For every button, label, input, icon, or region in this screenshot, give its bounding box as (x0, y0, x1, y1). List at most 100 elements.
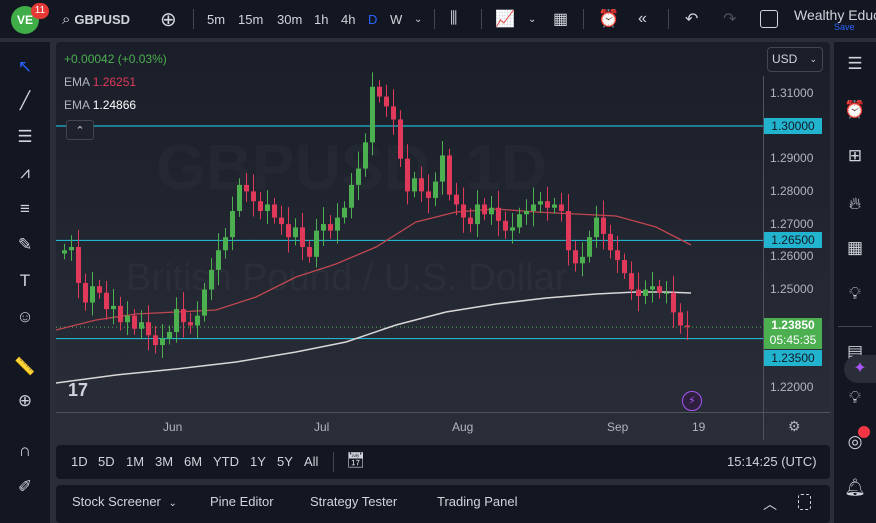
magnet-icon[interactable]: ∩ (18, 441, 32, 460)
drawing-toolbar: ↖ ╱ ☰ ⩘ ≡ ✎ T ☺ 📏 ⊕ ∩ ✐ (0, 42, 50, 523)
candle-body (111, 305, 116, 310)
price-tick: 1.22000 (770, 380, 814, 394)
ai-sparkle-icon[interactable]: ✦ (844, 355, 876, 383)
bell-icon[interactable]: 🔔︎ (844, 478, 866, 497)
interval-4h[interactable]: 4h (341, 11, 356, 27)
symbol-search[interactable]: ⌕ GBPUSD (62, 10, 131, 28)
calendar-icon[interactable]: ▦ (846, 238, 864, 257)
candle-body (356, 168, 361, 185)
candle-body (370, 86, 375, 143)
price-plot[interactable] (56, 42, 830, 440)
candle-body (608, 233, 613, 251)
candle-body (447, 155, 452, 195)
notification-badge: 11 (31, 3, 49, 19)
undo-icon[interactable]: ↶ (685, 11, 699, 28)
candle-body (566, 211, 571, 251)
range-3m[interactable]: 3M (155, 454, 174, 469)
chevron-down-icon[interactable]: ⌄ (414, 13, 423, 25)
save-button[interactable]: Save (834, 22, 855, 32)
candle-body (139, 322, 144, 329)
account-name[interactable]: Wealthy Educ (794, 7, 876, 23)
go-to-date-icon[interactable]: 📅︎ (346, 452, 366, 469)
emoji-icon[interactable]: ☺ (16, 307, 34, 326)
range-6m[interactable]: 6M (184, 454, 203, 469)
chart-pane[interactable]: GBPUSD, 1D British Pound / U.S. Dollar 1… (56, 42, 830, 440)
redo-icon[interactable]: ↷ (723, 11, 737, 28)
indicators-icon[interactable]: 📈 (495, 11, 515, 28)
candle-body (153, 335, 158, 346)
candle-body (643, 289, 648, 297)
lock-drawings-icon[interactable]: ✐ (17, 477, 33, 496)
candle-body (300, 227, 305, 247)
collapse-legend-button[interactable]: ⌃ (66, 120, 94, 140)
pattern-icon[interactable]: ⩘ (20, 163, 30, 182)
candle-body (636, 289, 641, 297)
candle-body (496, 207, 501, 221)
chevron-up-icon[interactable]: ︿ (763, 496, 777, 512)
clock-timezone[interactable]: 15:14:25 (UTC) (727, 454, 817, 469)
maximize-panel-icon[interactable] (798, 494, 811, 513)
time-label: 19 (692, 420, 706, 434)
cursor-icon[interactable]: ↖ (17, 57, 33, 76)
interval-5m[interactable]: 5m (207, 11, 226, 27)
current-price-tag: 1.23850 05:45:35 (764, 318, 822, 349)
range-all[interactable]: All (304, 454, 319, 469)
fullscreen-icon[interactable] (760, 0, 778, 38)
trendline-icon[interactable]: ╱ (19, 91, 31, 110)
tab-trading-panel[interactable]: Trading Panel (437, 494, 518, 509)
level-tag: 1.30000 (764, 118, 822, 134)
ema1-label: EMA (64, 75, 90, 89)
range-1d[interactable]: 1D (71, 454, 88, 469)
compare-add-icon[interactable]: ⊕ (160, 8, 177, 31)
text-icon[interactable]: T (19, 271, 31, 290)
lightning-event-icon[interactable]: ⚡︎ (682, 391, 702, 411)
candle-body (517, 214, 522, 228)
ruler-icon[interactable]: 📏 (14, 357, 36, 376)
interval-d[interactable]: D (368, 11, 378, 27)
price-tick: 1.27000 (770, 217, 814, 231)
candle-body (384, 96, 389, 107)
range-5d[interactable]: 5D (98, 454, 115, 469)
fib-icon[interactable]: ≡ (20, 199, 30, 218)
streams-icon[interactable]: 💡︎ (849, 388, 861, 407)
layout-grid-icon[interactable]: ▦ (553, 11, 569, 28)
candle-body (202, 289, 207, 316)
notification-dot (858, 426, 870, 438)
watchlist-icon[interactable]: ☰ (847, 54, 863, 73)
chevron-down-icon[interactable]: ⌄ (528, 13, 537, 25)
tab-pine-editor[interactable]: Pine Editor (210, 494, 274, 509)
candle-body (531, 204, 536, 212)
interval-1h[interactable]: 1h (314, 11, 329, 27)
alarm-icon[interactable]: ⏰ (844, 100, 866, 119)
add-list-icon[interactable]: ⊞ (847, 146, 863, 165)
range-1m[interactable]: 1M (126, 454, 145, 469)
hotlist-flame-icon[interactable]: 🔥︎ (848, 194, 862, 213)
replay-icon[interactable]: « (638, 10, 647, 27)
range-5y[interactable]: 5Y (277, 454, 293, 469)
zoom-in-icon[interactable]: ⊕ (17, 391, 33, 410)
candle-body (559, 204, 564, 212)
tab-strategy-tester[interactable]: Strategy Tester (310, 494, 398, 509)
candle-body (377, 86, 382, 97)
axis-settings-icon[interactable]: ⚙︎ (788, 418, 801, 434)
range-ytd[interactable]: YTD (213, 454, 239, 469)
candle-body (167, 332, 172, 339)
interval-30m[interactable]: 30m (277, 11, 303, 27)
candles-icon[interactable]: ⫼ (450, 10, 458, 27)
candle-body (244, 184, 249, 192)
interval-15m[interactable]: 15m (238, 11, 264, 27)
candle-body (251, 191, 256, 202)
tab-stock-screener[interactable]: Stock Screener ⌄ (72, 494, 177, 509)
candle-body (489, 207, 494, 215)
candle-body (657, 286, 662, 293)
level-tag: 1.26500 (764, 232, 822, 248)
range-1y[interactable]: 1Y (250, 454, 266, 469)
ideas-bulb-icon[interactable]: 💡︎ (849, 284, 861, 303)
top-toolbar: VE 11 ⌕ GBPUSD ⊕ 5m 15m 30m 1h 4h D W ⌄ ⫼… (0, 0, 876, 38)
interval-w[interactable]: W (390, 11, 403, 27)
brush-icon[interactable]: ✎ (17, 235, 33, 254)
broadcast-icon[interactable]: ◎ (847, 432, 863, 451)
currency-select[interactable]: USD ⌄ (767, 47, 823, 72)
alarm-add-icon[interactable]: ⏰ (598, 9, 620, 28)
horizontal-lines-icon[interactable]: ☰ (17, 127, 33, 146)
